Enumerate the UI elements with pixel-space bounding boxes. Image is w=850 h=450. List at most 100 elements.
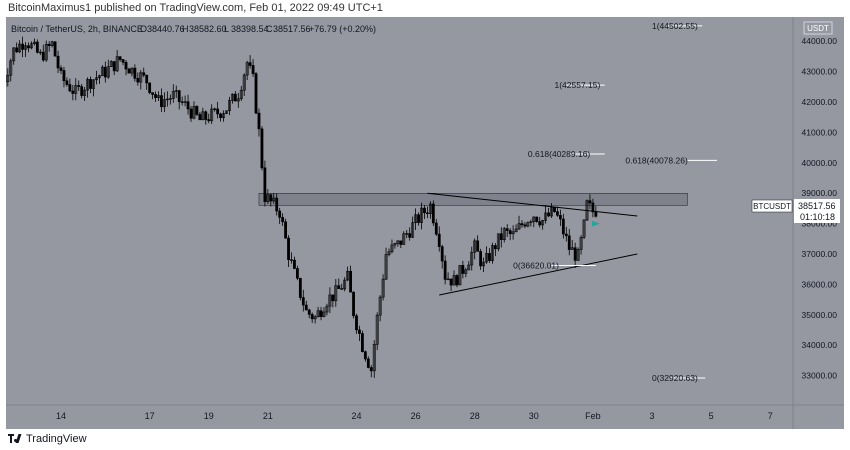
candle-body — [553, 206, 556, 213]
candles — [0, 36, 598, 378]
candle-body — [18, 43, 22, 53]
candle-body — [541, 220, 545, 226]
symbol-title: Bitcoin / TetherUS, 2h, BINANCE — [11, 24, 143, 34]
candle-body — [236, 98, 240, 102]
x-tick-label-5: 26 — [411, 411, 421, 421]
candle-body — [523, 224, 527, 227]
candle-body — [304, 304, 308, 311]
candle-body — [529, 221, 533, 223]
candle-body — [80, 86, 84, 96]
candle-body — [570, 247, 574, 250]
candle-body — [33, 41, 36, 44]
candle-body — [95, 77, 98, 81]
candle-body — [204, 111, 208, 120]
chart-svg[interactable]: 1(44502.55) 1(42557.15) 0.618(40289.16) 0.6… — [0, 17, 844, 429]
candle-body — [591, 202, 595, 213]
candle-body — [83, 89, 87, 96]
candle-body — [313, 316, 317, 320]
candle-body — [334, 285, 338, 302]
candle-body — [233, 93, 237, 102]
candle-body — [331, 294, 335, 302]
candle-body — [281, 217, 285, 223]
candle-body — [556, 211, 559, 216]
y-tick-label-5: 39000.00 — [802, 188, 838, 198]
candle-body — [576, 249, 580, 261]
fib-label-5: 0(32920.63) — [652, 373, 698, 383]
last-price-symbol: BTCUSDT — [753, 202, 791, 211]
candle-body — [103, 66, 107, 78]
candle-body — [502, 228, 506, 241]
candle-body — [77, 85, 81, 87]
candle-body — [86, 79, 89, 91]
candle-body — [263, 167, 267, 202]
candle-body — [476, 240, 480, 252]
candle-body — [538, 221, 542, 226]
candle-body — [216, 108, 220, 115]
candle-body — [127, 68, 131, 74]
candle-body — [405, 233, 409, 235]
candle-body — [180, 101, 184, 103]
candle-body — [298, 277, 302, 298]
candle-body — [579, 237, 583, 250]
candle-body — [426, 212, 429, 214]
candle-body — [195, 106, 199, 115]
candle-body — [402, 233, 406, 245]
candle-body — [157, 95, 160, 98]
candle-body — [163, 99, 166, 108]
x-tick-label-10: 5 — [709, 411, 714, 421]
close-label: C — [266, 24, 273, 34]
high-value: 38582.60 — [189, 24, 227, 34]
candle-body — [106, 66, 110, 78]
candle-body — [74, 85, 78, 94]
candle-body — [588, 200, 592, 204]
candle-body — [112, 61, 116, 72]
candle-body — [222, 113, 225, 118]
candle-body — [414, 214, 418, 224]
candle-body — [189, 108, 193, 119]
candle-body — [278, 210, 282, 218]
candle-body — [290, 259, 293, 261]
candle-body — [467, 264, 471, 271]
candle-body — [260, 128, 264, 169]
candle-body — [251, 65, 255, 74]
candle-body — [437, 233, 441, 247]
candle-body — [118, 56, 122, 60]
candle-body — [328, 294, 332, 307]
candle-body — [369, 367, 373, 372]
candle-body — [564, 233, 568, 237]
candle-body — [461, 265, 465, 274]
candle-body — [505, 228, 509, 231]
candle-body — [449, 278, 453, 286]
price-chart[interactable]: 1(44502.55) 1(42557.15) 0.618(40289.16) 0.6… — [0, 17, 844, 429]
candle-body — [496, 233, 500, 250]
candle-body — [355, 315, 358, 331]
candle-body — [257, 112, 261, 130]
currency-badge-box[interactable] — [803, 21, 833, 35]
open-label: O — [140, 24, 147, 34]
plot-background — [6, 17, 793, 405]
candle-body — [142, 72, 146, 76]
x-tick-label-9: 3 — [649, 411, 654, 421]
candle-body — [41, 51, 45, 61]
candle-body — [98, 75, 101, 79]
candle-body — [535, 216, 539, 222]
candle-body — [366, 358, 370, 368]
candle-body — [544, 212, 548, 221]
candle-body — [464, 269, 468, 274]
candle-body — [248, 62, 252, 66]
candle-body — [393, 243, 397, 246]
candle-body — [567, 235, 571, 250]
breakout-arrow-icon — [591, 220, 600, 227]
candle-body — [213, 108, 217, 111]
candle-body — [201, 111, 205, 121]
open-value: 38440.76 — [147, 24, 185, 34]
candle-body — [254, 73, 258, 114]
candle-body — [174, 90, 178, 92]
footer: TradingView — [8, 432, 87, 446]
candle-body — [50, 41, 54, 46]
candle-body — [488, 253, 491, 261]
footer-brand: TradingView — [26, 433, 87, 445]
candle-body — [139, 72, 143, 83]
candle-body — [384, 254, 388, 280]
candle-body — [62, 70, 66, 82]
